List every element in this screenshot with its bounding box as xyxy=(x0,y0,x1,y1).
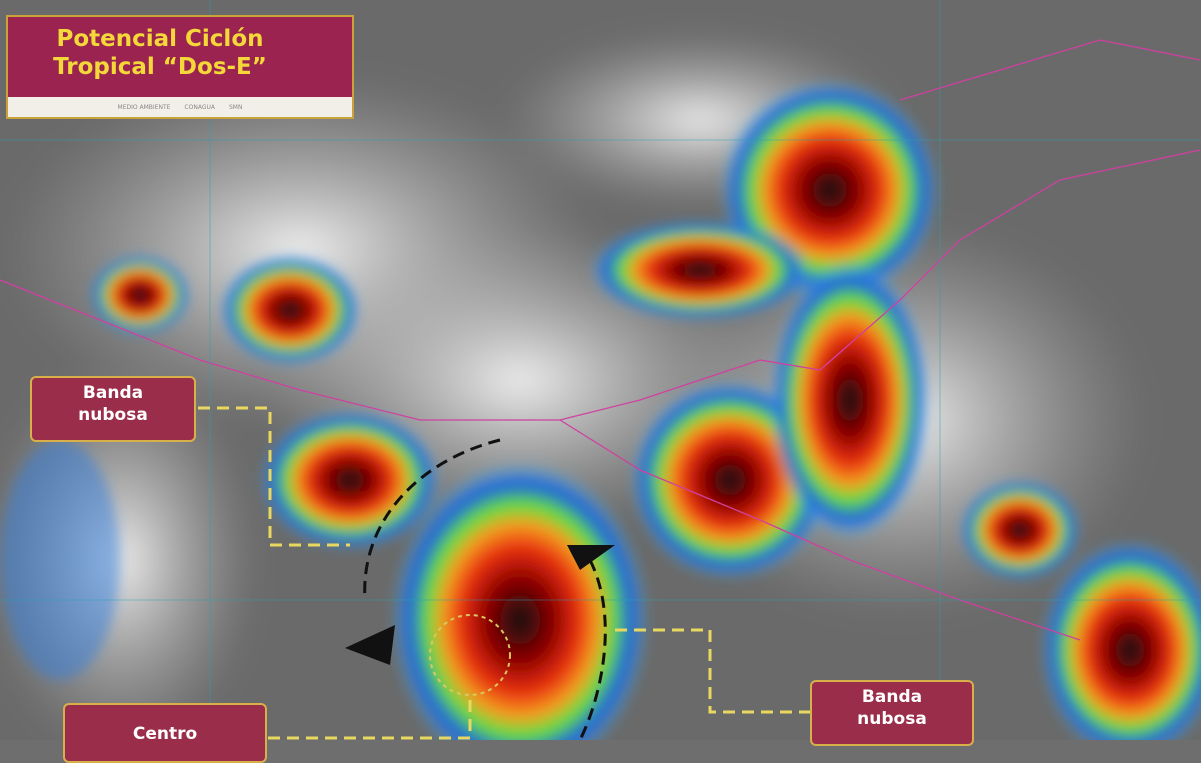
label-banda-nubosa-left: Banda nubosa xyxy=(30,376,196,442)
cyclone-circulation xyxy=(363,438,607,740)
graticule xyxy=(0,0,1201,740)
label-text: Banda xyxy=(861,687,923,707)
leader-lines xyxy=(198,406,810,740)
title-banner: Potencial Ciclón Tropical “Dos-E” MEDIO … xyxy=(6,15,354,119)
label-text: Centro xyxy=(132,724,198,744)
center-circle xyxy=(429,614,511,696)
logo-smn: SMN xyxy=(228,103,243,111)
label-banda-nubosa-right: Banda nubosa xyxy=(810,680,974,746)
logo-strip: MEDIO AMBIENTE CONAGUA SMN xyxy=(8,97,352,117)
title-line-2: Tropical “Dos-E” xyxy=(53,54,267,80)
title-line-1: Potencial Ciclón xyxy=(56,26,264,52)
logo-medio-ambiente: MEDIO AMBIENTE xyxy=(117,103,171,111)
country-borders xyxy=(0,39,1201,641)
label-text: nubosa xyxy=(857,709,927,729)
arrow-left-icon xyxy=(345,625,395,665)
label-centro: Centro xyxy=(63,703,267,763)
logo-conagua: CONAGUA xyxy=(184,103,215,111)
arrow-right-icon xyxy=(567,545,615,570)
label-text: nubosa xyxy=(78,405,148,425)
label-text: Banda xyxy=(82,383,144,403)
satellite-image xyxy=(0,0,1201,740)
